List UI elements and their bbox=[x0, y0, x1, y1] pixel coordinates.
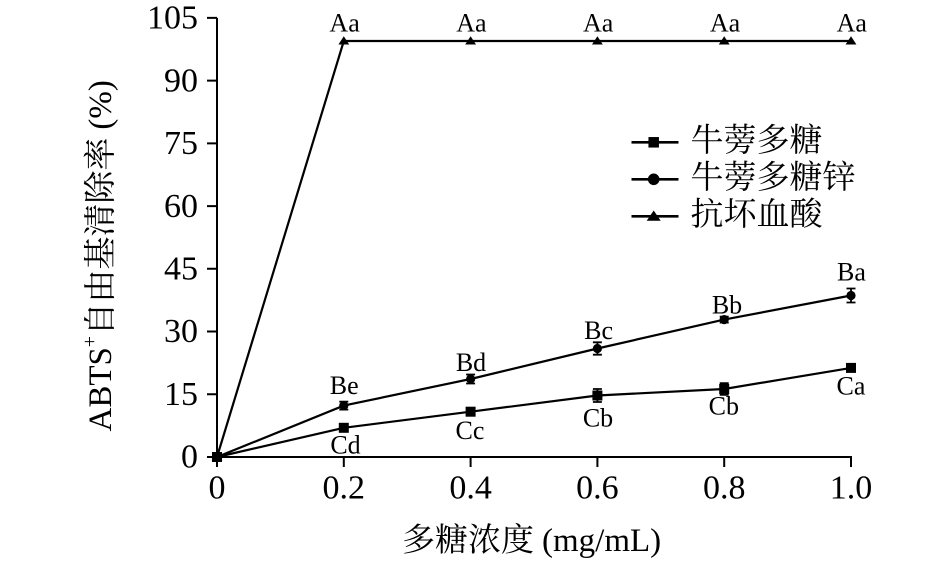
svg-text:Aa: Aa bbox=[456, 9, 487, 38]
svg-text:Ba: Ba bbox=[837, 258, 866, 287]
svg-text:0.2: 0.2 bbox=[323, 470, 366, 507]
svg-text:Cc: Cc bbox=[456, 416, 485, 445]
svg-text:75: 75 bbox=[164, 125, 198, 162]
svg-text:1.0: 1.0 bbox=[830, 470, 873, 507]
svg-text:0.4: 0.4 bbox=[449, 470, 492, 507]
svg-text:Aa: Aa bbox=[837, 9, 868, 38]
svg-text:15: 15 bbox=[164, 376, 198, 413]
svg-text:Cb: Cb bbox=[583, 404, 613, 433]
svg-text:45: 45 bbox=[164, 251, 198, 288]
svg-text:30: 30 bbox=[164, 313, 198, 350]
svg-text:(mg/mL): (mg/mL) bbox=[542, 523, 661, 559]
svg-text:0: 0 bbox=[181, 439, 198, 476]
svg-text:ABTS: ABTS bbox=[83, 347, 119, 431]
svg-text:0: 0 bbox=[209, 470, 226, 507]
svg-text:105: 105 bbox=[147, 0, 198, 37]
svg-text:Be: Be bbox=[330, 371, 359, 400]
svg-text:60: 60 bbox=[164, 188, 198, 225]
svg-text:Cb: Cb bbox=[709, 392, 739, 421]
svg-text:Aa: Aa bbox=[329, 9, 360, 38]
svg-text:Aa: Aa bbox=[710, 9, 741, 38]
svg-text:0.6: 0.6 bbox=[576, 470, 619, 507]
svg-text:Ca: Ca bbox=[837, 372, 866, 401]
svg-text:Bc: Bc bbox=[584, 316, 613, 345]
svg-text:90: 90 bbox=[164, 62, 198, 99]
svg-text:(%): (%) bbox=[83, 80, 119, 129]
svg-text:Aa: Aa bbox=[583, 9, 614, 38]
svg-text:+: + bbox=[79, 336, 101, 347]
svg-text:Cd: Cd bbox=[330, 431, 360, 460]
svg-text:0.8: 0.8 bbox=[703, 470, 746, 507]
svg-text:Bd: Bd bbox=[456, 348, 486, 377]
svg-text:Bb: Bb bbox=[712, 291, 742, 320]
